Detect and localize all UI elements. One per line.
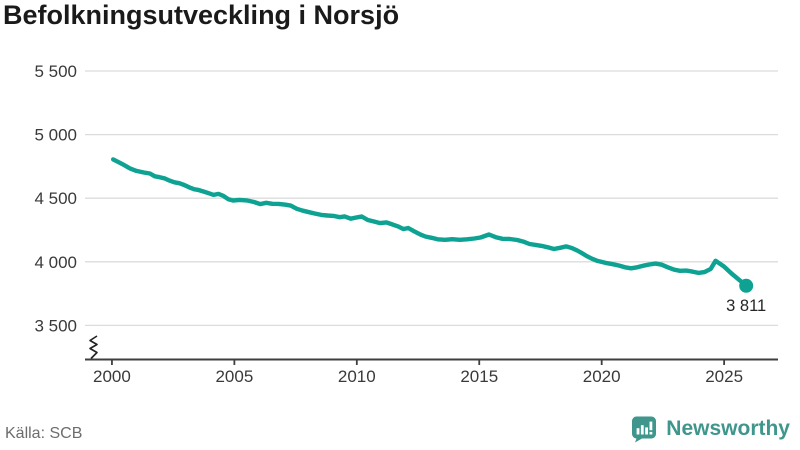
- y-axis-tick-label: 4 000: [34, 253, 77, 272]
- x-axis-tick-label: 2025: [705, 367, 743, 386]
- newsworthy-icon: [632, 416, 657, 443]
- y-axis-tick-label: 4 500: [34, 189, 77, 208]
- y-axis-tick-label: 5 000: [34, 126, 77, 145]
- y-axis-tick-label: 3 500: [34, 316, 77, 335]
- x-axis-tick-label: 2000: [93, 367, 131, 386]
- y-axis-tick-label: 5 500: [34, 62, 77, 81]
- exclamation-stem: [649, 421, 653, 431]
- x-axis-tick-label: 2015: [460, 367, 498, 386]
- newsworthy-wordmark: Newsworthy: [666, 417, 790, 440]
- page-title: Befolkningsutveckling i Norsjö: [3, 0, 400, 30]
- last-value-dot: [739, 278, 754, 293]
- population-line-chart: 5 500 5 000 4 500 4 000 3 500 2000 2005 2010 201…: [34, 62, 778, 386]
- x-axis-tick-label: 2010: [338, 367, 376, 386]
- bar-2: [641, 425, 644, 435]
- speech-bubble-shape: [632, 416, 657, 443]
- last-value-label: 3 811: [726, 297, 766, 315]
- x-axis-tick-label: 2005: [215, 367, 253, 386]
- x-axis-tick-label: 2020: [583, 367, 621, 386]
- y-axis-break-icon: [89, 335, 98, 360]
- bar-1: [636, 428, 640, 435]
- population-line: [110, 157, 749, 288]
- source-caption: Källa: SCB: [5, 425, 83, 442]
- bar-3: [645, 427, 649, 435]
- exclamation-dot: [649, 431, 653, 435]
- newsworthy-logo: Newsworthy: [630, 413, 790, 445]
